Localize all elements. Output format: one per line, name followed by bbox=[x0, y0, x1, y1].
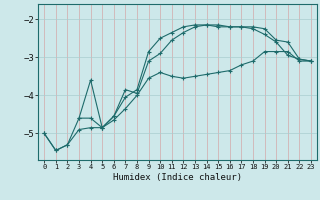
X-axis label: Humidex (Indice chaleur): Humidex (Indice chaleur) bbox=[113, 173, 242, 182]
